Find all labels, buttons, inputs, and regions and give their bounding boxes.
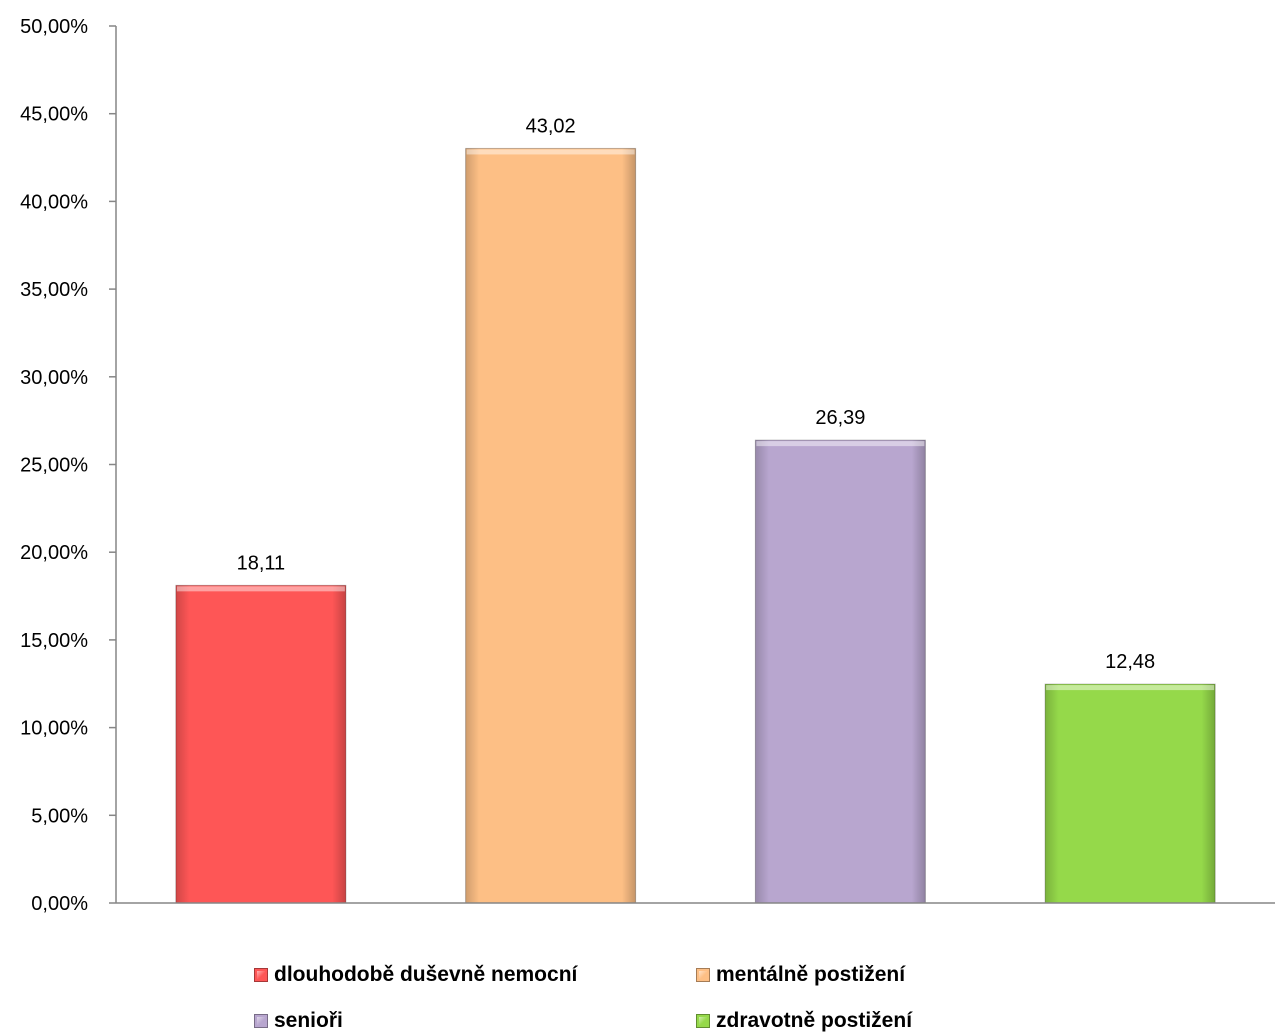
bar-group: 43,02 xyxy=(465,115,637,904)
y-tick-label: 20,00% xyxy=(20,542,88,564)
bar-highlight xyxy=(1046,685,1215,691)
legend-item-mentalne-postizeni: mentálně postižení xyxy=(696,960,905,990)
bar-bevel xyxy=(1045,684,1216,903)
legend-swatch-green xyxy=(696,1014,710,1028)
data-label: 12,48 xyxy=(1105,651,1155,673)
bars: 18,11 43,02 26,39 12,48 xyxy=(175,115,1216,904)
legend-label: mentálně postižení xyxy=(716,963,906,986)
bar-bevel xyxy=(755,440,926,903)
bar-group: 12,48 xyxy=(1044,651,1216,904)
y-tick-label: 0,00% xyxy=(31,893,88,915)
y-tick-label: 40,00% xyxy=(20,191,88,213)
legend-item-seniori: senioři xyxy=(254,1006,343,1036)
bar-bevel xyxy=(465,148,636,903)
bar-bevel xyxy=(175,585,346,903)
y-tick-label: 45,00% xyxy=(20,104,88,126)
bar-highlight xyxy=(756,441,925,447)
y-tick-label: 5,00% xyxy=(31,805,88,827)
bar-highlight xyxy=(466,149,635,155)
legend-swatch-orange xyxy=(696,968,710,982)
y-tick-label: 50,00% xyxy=(20,16,88,38)
y-axis-ticks: 0,00% 5,00% 10,00% 15,00% 20,00% 25,00% 30,00%… xyxy=(20,16,116,915)
bar-group: 26,39 xyxy=(754,407,926,904)
y-tick-label: 25,00% xyxy=(20,455,88,477)
data-label: 26,39 xyxy=(815,407,865,429)
data-label: 18,11 xyxy=(237,552,286,574)
legend-label: zdravotně postižení xyxy=(716,1009,913,1032)
y-tick-label: 10,00% xyxy=(20,718,88,740)
y-tick-label: 35,00% xyxy=(20,279,88,301)
legend-label: senioři xyxy=(274,1009,343,1032)
legend-swatch-red xyxy=(254,968,268,982)
legend-swatch-purple xyxy=(254,1014,268,1028)
bar-group: 18,11 xyxy=(175,552,347,904)
legend-item-zdravotne-postizeni: zdravotně postižení xyxy=(696,1006,912,1036)
data-label: 43,02 xyxy=(526,115,576,137)
legend: dlouhodobě duševně nemocní mentálně post… xyxy=(254,960,1014,1033)
legend-item-dlouhodobe-dusevne-nemocni: dlouhodobě duševně nemocní xyxy=(254,960,577,990)
legend-label: dlouhodobě duševně nemocní xyxy=(274,963,578,986)
bar-highlight xyxy=(176,586,345,592)
y-tick-label: 30,00% xyxy=(20,367,88,389)
y-tick-label: 15,00% xyxy=(20,630,88,652)
bar-chart: 0,00% 5,00% 10,00% 15,00% 20,00% 25,00% 30,00%… xyxy=(20,16,1275,915)
